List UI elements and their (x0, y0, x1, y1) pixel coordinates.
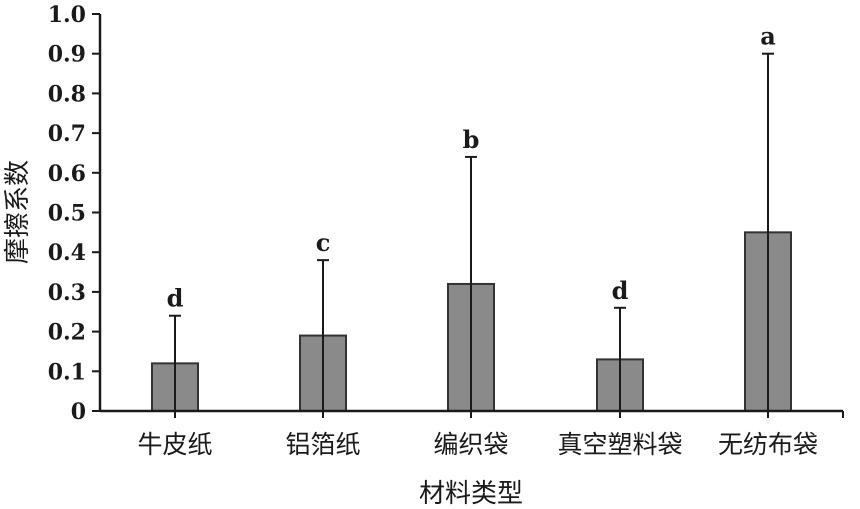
category-label-5: 无纺布袋 (718, 430, 818, 459)
category-label-2: 铝箔纸 (285, 430, 360, 459)
y-axis-title: 摩擦系数 (3, 160, 33, 264)
y-tick-label: 0.5 (48, 201, 86, 227)
y-tick-label: 0.8 (48, 81, 86, 107)
y-tick-label: 0.9 (48, 42, 86, 68)
y-tick-label: 0.3 (48, 280, 86, 306)
y-tick-label: 0 (71, 399, 86, 425)
error-bars-group (169, 52, 774, 411)
significance-label-4: d (612, 276, 629, 305)
category-label-4: 真空塑料袋 (557, 430, 682, 459)
significance-label-2: c (316, 228, 331, 257)
x-axis-title: 材料类型 (419, 479, 523, 509)
y-tick-label: 0.4 (48, 240, 86, 266)
y-tick-label: 0.2 (48, 320, 86, 346)
significance-label-3: b (463, 125, 480, 154)
category-labels-group: 牛皮纸 铝箔纸 编织袋 真空塑料袋 无纺布袋 (137, 430, 818, 459)
y-axis-ticks: 0 0.1 0.2 0.3 0.4 0.5 0.6 0.7 0.8 0.9 1.0 (48, 2, 844, 425)
significance-label-5: a (760, 22, 776, 51)
category-label-1: 牛皮纸 (137, 430, 212, 459)
significance-labels-group: d c b d a (167, 22, 776, 313)
y-tick-label: 0.6 (48, 161, 86, 187)
y-tick-label: 0.1 (48, 359, 86, 385)
y-tick-label: 1.0 (48, 2, 86, 28)
significance-label-1: d (167, 284, 184, 313)
category-label-3: 编织袋 (433, 430, 508, 459)
y-tick-label: 0.7 (48, 121, 86, 147)
